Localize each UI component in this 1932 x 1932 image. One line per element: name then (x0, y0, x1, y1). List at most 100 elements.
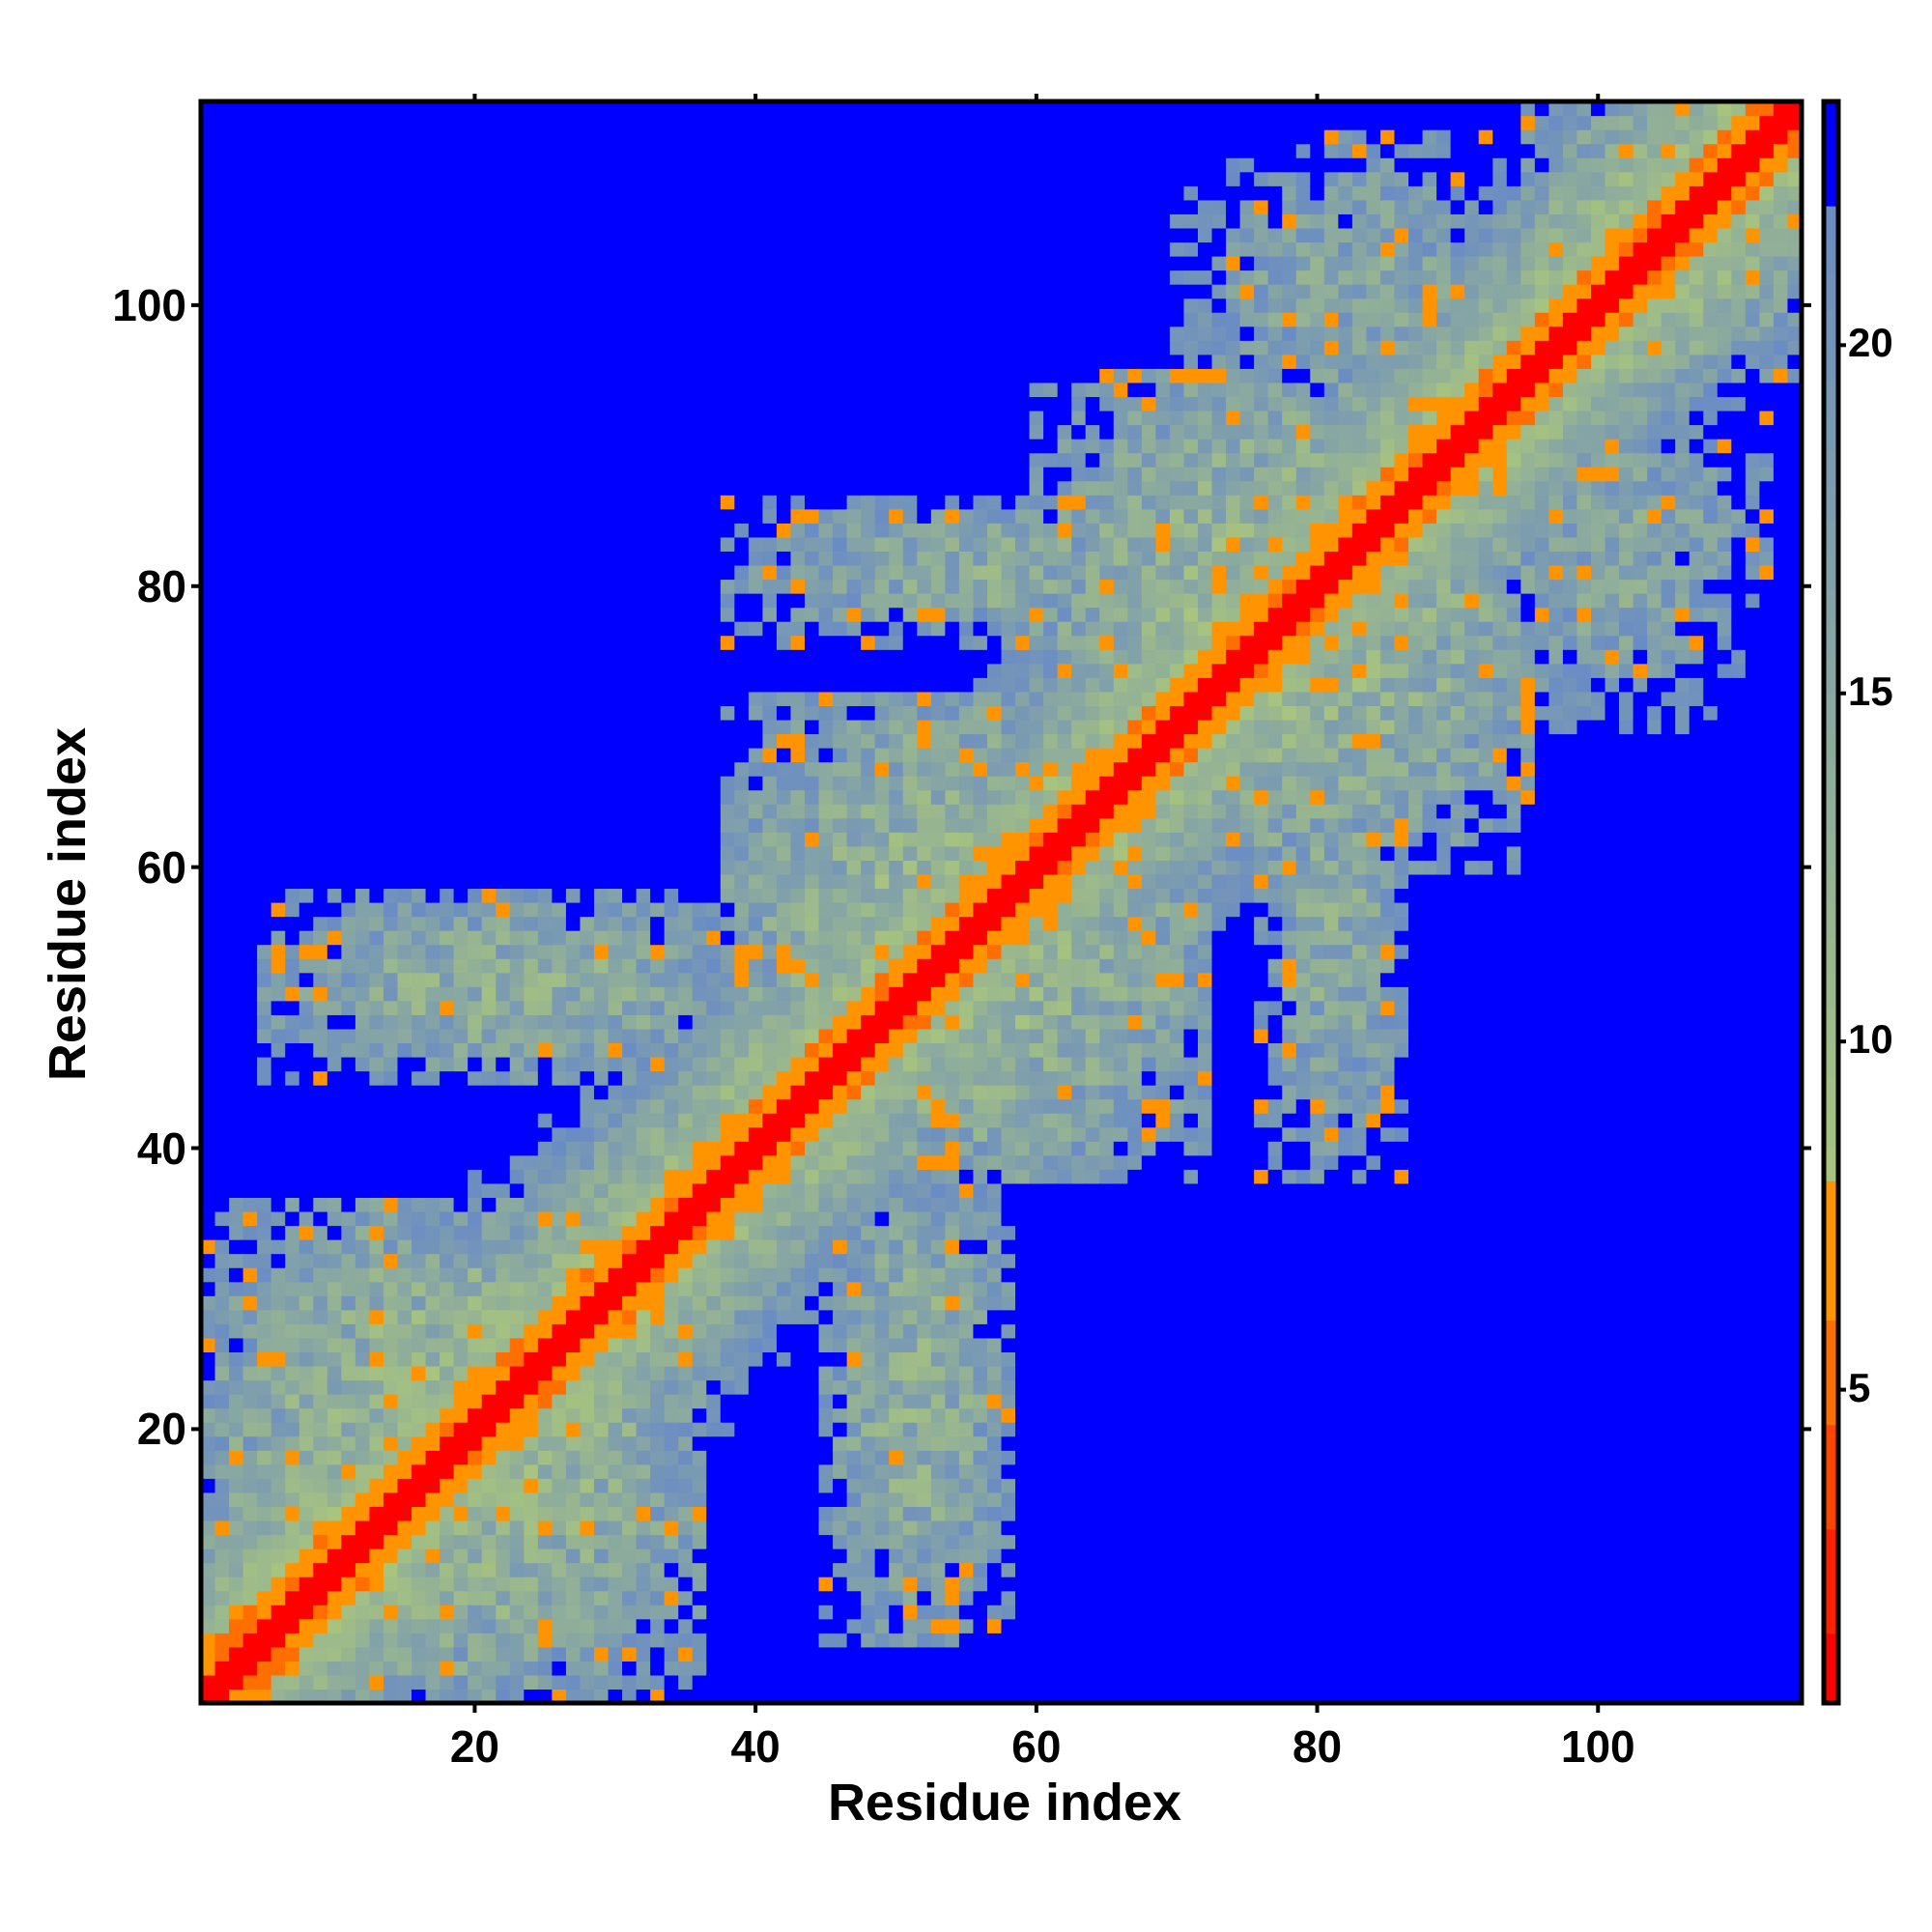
heatmap-cell (650, 523, 666, 538)
heatmap-cell (580, 1169, 595, 1184)
heatmap-cell (201, 1182, 216, 1199)
heatmap-cell (496, 1605, 511, 1620)
heatmap-cell (734, 817, 750, 833)
heatmap-cell (720, 424, 735, 440)
heatmap-cell (229, 1661, 244, 1676)
heatmap-cell (805, 410, 820, 426)
heatmap-cell (214, 930, 230, 946)
heatmap-cell (580, 930, 595, 946)
heatmap-cell (313, 1407, 328, 1423)
heatmap-cell (468, 1365, 483, 1381)
heatmap-cell (412, 593, 427, 609)
heatmap-cell (270, 255, 286, 271)
heatmap-cell (257, 368, 272, 384)
heatmap-cell (355, 1126, 371, 1142)
heatmap-cell (425, 1042, 440, 1058)
heatmap-cell (468, 1422, 483, 1437)
heatmap-cell (790, 1548, 806, 1564)
heatmap-cell (565, 1014, 582, 1030)
heatmap-cell (313, 452, 328, 468)
heatmap-cell (481, 1169, 497, 1184)
heatmap-cell (270, 129, 286, 145)
heatmap-cell (776, 607, 792, 622)
heatmap-cell (369, 1407, 384, 1423)
heatmap-cell (453, 1000, 469, 1015)
heatmap-cell (664, 508, 679, 524)
heatmap-cell (468, 1056, 483, 1072)
heatmap-cell (622, 1309, 638, 1324)
heatmap-cell (805, 396, 820, 412)
heatmap-cell (805, 1605, 820, 1620)
heatmap-cell (580, 1674, 595, 1690)
heatmap-cell (790, 199, 806, 214)
heatmap-cell (257, 298, 272, 313)
heatmap-cell (341, 663, 356, 678)
heatmap-cell (327, 1182, 342, 1199)
heatmap-cell (481, 199, 497, 214)
heatmap-cell (397, 1394, 412, 1409)
heatmap-cell (496, 467, 511, 482)
heatmap-cell (664, 564, 679, 581)
heatmap-cell (678, 1577, 694, 1592)
heatmap-cell (650, 101, 666, 117)
heatmap-cell (748, 621, 764, 637)
heatmap-cell (593, 242, 610, 257)
heatmap-cell (383, 930, 399, 946)
heatmap-cell (214, 845, 230, 861)
heatmap-cell (397, 227, 412, 243)
heatmap-cell (805, 1141, 820, 1156)
heatmap-cell (496, 326, 511, 341)
heatmap-cell (790, 1520, 806, 1536)
heatmap-cell (734, 1422, 750, 1437)
heatmap-cell (481, 1141, 497, 1156)
heatmap-cell (636, 1577, 651, 1592)
heatmap-cell (214, 1435, 230, 1451)
heatmap-cell (537, 396, 553, 412)
heatmap-cell (270, 888, 286, 903)
heatmap-cell (313, 1633, 328, 1648)
heatmap-cell (762, 776, 778, 791)
heatmap-cell (762, 143, 778, 158)
heatmap-cell (355, 1605, 371, 1620)
heatmap-cell (341, 1182, 356, 1199)
heatmap-cell (636, 1309, 651, 1324)
heatmap-cell (622, 761, 638, 777)
heatmap-cell (706, 916, 722, 931)
heatmap-cell (706, 789, 722, 805)
heatmap-cell (692, 312, 707, 327)
heatmap-cell (580, 1197, 595, 1212)
heatmap-cell (257, 227, 272, 243)
heatmap-cell (496, 1633, 511, 1648)
heatmap-cell (593, 1661, 610, 1676)
heatmap-cell (678, 958, 694, 974)
heatmap-cell (692, 789, 707, 805)
heatmap-cell (636, 452, 651, 468)
heatmap-cell (776, 410, 792, 426)
heatmap-cell (762, 789, 778, 805)
heatmap-cell (453, 649, 469, 665)
heatmap-cell (524, 705, 539, 721)
heatmap-cell (776, 691, 792, 706)
heatmap-cell (397, 930, 412, 946)
heatmap-cell (453, 284, 469, 299)
heatmap-cell (425, 1000, 440, 1015)
heatmap-cell (453, 1463, 469, 1479)
heatmap-cell (355, 888, 371, 903)
heatmap-cell (748, 1590, 764, 1605)
heatmap-cell (481, 1070, 497, 1086)
heatmap-cell (468, 1154, 483, 1170)
heatmap-cell (650, 607, 666, 622)
heatmap-cell (481, 1225, 497, 1240)
heatmap-cell (762, 719, 778, 735)
heatmap-cell (622, 873, 638, 890)
heatmap-cell (496, 354, 511, 369)
heatmap-cell (313, 1492, 328, 1507)
heatmap-cell (214, 789, 230, 805)
heatmap-cell (748, 424, 764, 440)
heatmap-cell (453, 832, 469, 847)
heatmap-cell (524, 1450, 539, 1465)
heatmap-cell (664, 1577, 679, 1592)
heatmap-cell (706, 1309, 722, 1324)
heatmap-cell (425, 1646, 440, 1662)
heatmap-cell (298, 1422, 314, 1437)
